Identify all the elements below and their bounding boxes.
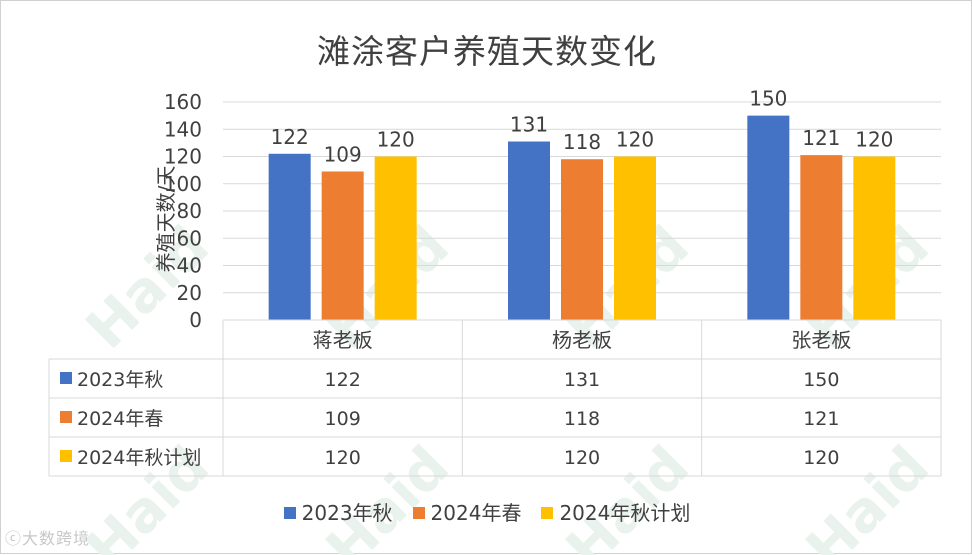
y-tick-label: 20	[177, 281, 202, 305]
bar	[747, 115, 790, 320]
legend-label: 2024年秋计划	[559, 501, 691, 525]
legend-item: 2024年秋计划	[541, 497, 690, 526]
legend-swatch	[283, 506, 296, 519]
table-series-name: 2024年春	[77, 408, 163, 430]
table-legend-swatch	[60, 450, 72, 462]
labels: 0 20 40 60 80 100 120 140 160 养殖天数/天 122 131 150 109 1…	[154, 87, 893, 332]
y-tick-label: 140	[164, 117, 202, 141]
watermark-logo: ⓒ大数跨境	[5, 525, 90, 549]
table-cell: 120	[803, 447, 839, 469]
bar	[374, 156, 417, 320]
data-label: 131	[510, 113, 548, 137]
bar	[508, 141, 550, 320]
bar	[800, 155, 843, 320]
y-tick-label: 80	[177, 199, 202, 223]
data-label: 120	[616, 128, 654, 152]
table-cell: 118	[564, 408, 600, 430]
bar	[614, 156, 656, 320]
y-tick-label: 160	[164, 90, 202, 114]
data-label: 121	[802, 126, 840, 150]
y-tick-label: 40	[177, 254, 202, 278]
table-legend-swatch	[60, 372, 72, 384]
data-label: 150	[749, 87, 787, 111]
legend-label: 2023年秋	[301, 501, 393, 525]
table-cell: 122	[325, 369, 361, 391]
y-axis-title: 养殖天数/天	[154, 166, 178, 273]
data-label: 118	[563, 130, 601, 154]
bar	[268, 153, 311, 320]
legend-item: 2024年春	[412, 497, 522, 526]
data-label: 120	[377, 128, 415, 152]
legend-swatch	[541, 506, 554, 519]
watermark-logo-text: 大数跨境	[22, 529, 91, 548]
bar	[561, 159, 603, 320]
y-tick-label: 100	[164, 172, 202, 196]
table-cell: 131	[564, 369, 600, 391]
table-series-name: 2024年秋计划	[77, 447, 201, 469]
category-label: 杨老板	[552, 328, 612, 352]
bar	[321, 171, 364, 320]
table-cell: 121	[803, 408, 839, 430]
bars	[268, 115, 896, 320]
watermark-logo-prefix: ⓒ	[5, 529, 23, 548]
y-tick-label: 120	[164, 145, 202, 169]
chart-title: 滩涂客户养殖天数变化	[317, 32, 657, 71]
table-legend-swatch	[60, 411, 72, 423]
category-label: 蒋老板	[313, 328, 373, 352]
table-cell: 120	[325, 447, 361, 469]
table-cell: 150	[803, 369, 839, 391]
category-label: 张老板	[791, 328, 851, 352]
data-label: 120	[855, 128, 893, 152]
bar	[853, 156, 896, 320]
table-series-name: 2023年秋	[77, 369, 163, 391]
y-tick-label: 60	[177, 226, 202, 250]
data-label: 122	[271, 125, 309, 149]
table-cell: 120	[564, 447, 600, 469]
legend: 2023年秋 2024年春 2024年秋计划	[1, 497, 972, 526]
y-tick-label: 0	[189, 308, 202, 332]
data-label: 109	[324, 142, 362, 166]
legend-label: 2024年春	[430, 501, 522, 525]
data-table: 蒋老板 杨老板 张老板 2023年秋 122 131 150 2024年春 109 118 121 2…	[48, 319, 942, 477]
legend-item: 2023年秋	[283, 497, 393, 526]
table-cell: 109	[325, 408, 361, 430]
legend-swatch	[412, 506, 425, 519]
